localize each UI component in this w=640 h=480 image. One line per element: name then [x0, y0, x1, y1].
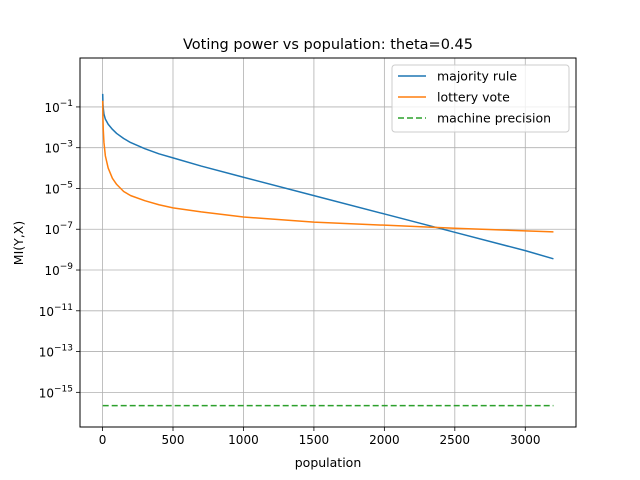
y-tick-label: 10−9: [44, 262, 73, 278]
y-ticks: 10−1 10−3 10−5 10−7 10−9 10−11 10−13 10−15: [39, 99, 80, 400]
legend: majority rule lottery vote machine precisi…: [391, 64, 570, 133]
series-line-lottery-vote: [101, 100, 554, 233]
x-axis-label: population: [295, 455, 362, 470]
y-tick-label: 10−5: [44, 180, 73, 196]
plot-frame: [79, 57, 577, 428]
x-tick-label: 1000: [228, 433, 259, 447]
y-tick-label: 10−11: [39, 303, 73, 319]
x-tick-label: 500: [162, 433, 185, 447]
y-tick-label: 10−1: [44, 99, 73, 115]
x-tick-label: 2500: [440, 433, 471, 447]
x-ticks: 0 500 1000 1500 2000 2500 3000: [99, 427, 541, 447]
y-tick-label: 10−3: [44, 140, 73, 156]
legend-label: lottery vote: [437, 90, 510, 105]
x-tick-label: 1500: [299, 433, 330, 447]
y-axis-label: MI(Y,X): [11, 221, 26, 265]
legend-box: [391, 64, 570, 133]
x-tick-label: 3000: [510, 433, 541, 447]
x-tick-label: 2000: [369, 433, 400, 447]
y-tick-label: 10−13: [39, 344, 73, 360]
y-tick-label: 10−15: [39, 384, 73, 400]
legend-label: machine precision: [437, 111, 551, 126]
legend-label: majority rule: [437, 69, 517, 84]
y-tick-label: 10−7: [44, 221, 73, 237]
series-layer: [101, 93, 554, 407]
x-tick-label: 0: [99, 433, 107, 447]
series-line-majority-rule: [101, 93, 554, 260]
chart-title: Voting power vs population: theta=0.45: [183, 37, 473, 53]
